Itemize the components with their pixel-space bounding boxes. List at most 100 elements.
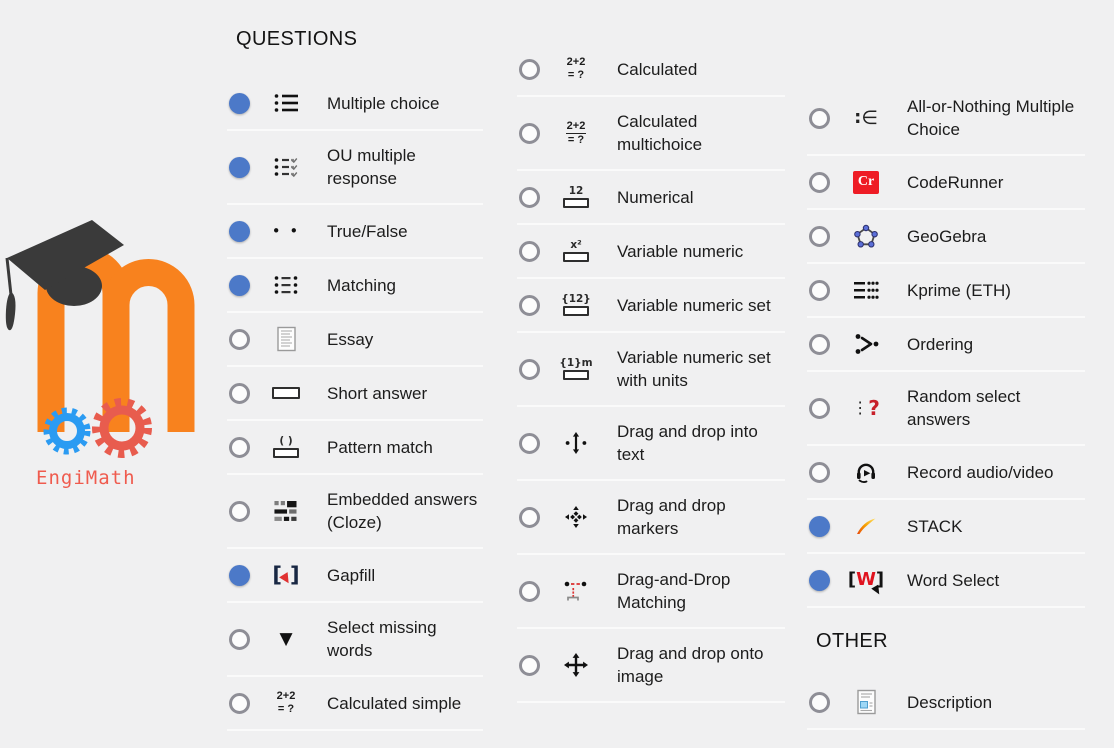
question-type-row-drag-and-drop-onto-image[interactable]: Drag and drop onto image — [517, 629, 785, 703]
question-type-row-record-audio-video[interactable]: Record audio/video — [807, 446, 1085, 500]
question-type-row-coderunner[interactable]: Cr CodeRunner — [807, 156, 1085, 210]
radio-pattern-match[interactable] — [229, 436, 250, 458]
radio-calculated-multichoice[interactable] — [519, 122, 540, 144]
radio-calculated[interactable] — [519, 58, 540, 80]
icon-cell — [257, 500, 315, 522]
radio-geogebra[interactable] — [809, 225, 830, 247]
question-type-row-variable-numeric[interactable]: x² Variable numeric — [517, 225, 785, 279]
question-type-row-kprime-eth[interactable]: Kprime (ETH) — [807, 264, 1085, 318]
radio-variable-numeric[interactable] — [519, 240, 540, 262]
icon-cell: ( ) — [257, 436, 315, 459]
moodle-m-logo — [5, 220, 195, 432]
question-type-row-ou-multiple-response[interactable]: OU multiple response — [227, 131, 483, 205]
word-select-icon: [W] — [848, 571, 884, 597]
question-type-label: True/False — [327, 221, 408, 241]
radio-select-missing-words[interactable] — [229, 628, 250, 650]
radio-all-or-nothing-multiple-choice[interactable] — [809, 107, 830, 129]
question-type-row-calculated-multichoice[interactable]: 2+2 = ? Calculated multichoice — [517, 97, 785, 171]
radio-short-answer[interactable] — [229, 382, 250, 404]
description-icon — [856, 689, 877, 715]
question-type-label: Numerical — [617, 187, 694, 207]
question-type-label: Drag and drop onto image — [617, 644, 764, 686]
question-type-row-multiple-choice[interactable]: Multiple choice — [227, 77, 483, 131]
icon-cell: {12} — [547, 294, 605, 317]
question-type-row-gapfill[interactable]: [] Gapfill — [227, 549, 483, 603]
radio-numerical[interactable] — [519, 186, 540, 208]
gapfill-icon: [] — [272, 562, 300, 587]
pattern-match-icon: ( ) — [273, 436, 299, 459]
icon-cell — [837, 689, 895, 715]
icon-cell — [257, 273, 315, 297]
question-type-label: OU multiple response — [327, 146, 416, 188]
radio-kprime-eth[interactable] — [809, 279, 830, 301]
question-type-label: Multiple choice — [327, 93, 440, 113]
question-type-row-drag-and-drop-matching[interactable]: Drag-and-Drop Matching — [517, 555, 785, 629]
question-type-row-true-false[interactable]: • • True/False — [227, 205, 483, 259]
icon-cell: x² — [547, 240, 605, 263]
radio-drag-and-drop-into-text[interactable] — [519, 432, 540, 454]
icon-cell — [837, 514, 895, 538]
icon-cell: : ∈ — [837, 108, 895, 128]
radio-coderunner[interactable] — [809, 171, 830, 193]
question-type-row-short-answer[interactable]: Short answer — [227, 367, 483, 421]
question-type-row-variable-numeric-set[interactable]: {12} Variable numeric set — [517, 279, 785, 333]
true-false-icon: • • — [271, 221, 301, 240]
radio-description[interactable] — [809, 691, 830, 713]
variable-numeric-set-icon: {12} — [561, 294, 591, 317]
question-type-row-calculated-simple[interactable]: 2+2 = ? Calculated simple — [227, 677, 483, 731]
radio-word-select[interactable] — [809, 569, 830, 591]
radio-true-false[interactable] — [229, 220, 250, 242]
question-type-label: GeoGebra — [907, 226, 987, 246]
engimath-logo: EngiMath — [30, 398, 190, 489]
radio-record-audio-video[interactable] — [809, 461, 830, 483]
radio-variable-numeric-set[interactable] — [519, 294, 540, 316]
other-type-list: Description — [807, 676, 1085, 730]
question-type-row-all-or-nothing-multiple-choice[interactable]: : ∈ All-or-Nothing Multiple Choice — [807, 82, 1085, 156]
radio-multiple-choice[interactable] — [229, 92, 250, 114]
question-type-label: Drag and drop markers — [617, 496, 726, 538]
question-type-label: Word Select — [907, 570, 1000, 590]
question-type-label: Variable numeric — [617, 241, 744, 261]
question-type-row-drag-and-drop-markers[interactable]: Drag and drop markers — [517, 481, 785, 555]
radio-calculated-simple[interactable] — [229, 692, 250, 714]
question-type-row-variable-numeric-set-with-units[interactable]: {1}m Variable numeric set with units — [517, 333, 785, 407]
question-type-row-word-select[interactable]: [W] Word Select — [807, 554, 1085, 608]
graduation-cap-icon — [5, 220, 124, 331]
icon-cell: ▼ — [257, 630, 315, 648]
random-select-answers-icon: ⋮? — [852, 396, 880, 420]
radio-gapfill[interactable] — [229, 564, 250, 586]
radio-ou-multiple-response[interactable] — [229, 156, 250, 178]
questions-column-1: QUESTIONS Multiple choice OU multiple res… — [227, 28, 483, 731]
question-type-label: Drag and drop into text — [617, 422, 758, 464]
radio-variable-numeric-set-with-units[interactable] — [519, 358, 540, 380]
question-type-label: Drag-and-Drop Matching — [617, 570, 731, 612]
question-type-row-ordering[interactable]: Ordering — [807, 318, 1085, 372]
icon-cell — [837, 332, 895, 356]
question-type-row-pattern-match[interactable]: ( ) Pattern match — [227, 421, 483, 475]
calculated-multichoice-icon: 2+2 = ? — [565, 119, 587, 146]
question-type-row-numerical[interactable]: 12 Numerical — [517, 171, 785, 225]
question-type-row-calculated[interactable]: 2+2 = ? Calculated — [517, 43, 785, 97]
radio-drag-and-drop-matching[interactable] — [519, 580, 540, 602]
question-type-label: STACK — [907, 516, 963, 536]
engimath-wordmark: EngiMath — [36, 467, 136, 489]
question-type-row-random-select-answers[interactable]: ⋮? Random select answers — [807, 372, 1085, 446]
question-type-row-essay[interactable]: Essay — [227, 313, 483, 367]
radio-embedded-answers-cloze[interactable] — [229, 500, 250, 522]
radio-drag-and-drop-onto-image[interactable] — [519, 654, 540, 676]
question-type-row-stack[interactable]: STACK — [807, 500, 1085, 554]
radio-matching[interactable] — [229, 274, 250, 296]
question-type-row-select-missing-words[interactable]: ▼ Select missing words — [227, 603, 483, 677]
question-type-row-matching[interactable]: Matching — [227, 259, 483, 313]
radio-drag-and-drop-markers[interactable] — [519, 506, 540, 528]
radio-stack[interactable] — [809, 515, 830, 537]
question-type-label: Essay — [327, 329, 374, 349]
radio-random-select-answers[interactable] — [809, 397, 830, 419]
radio-ordering[interactable] — [809, 333, 830, 355]
question-type-row-geogebra[interactable]: GeoGebra — [807, 210, 1085, 264]
radio-essay[interactable] — [229, 328, 250, 350]
question-type-row-drag-and-drop-into-text[interactable]: Drag and drop into text — [517, 407, 785, 481]
question-type-label: Calculated simple — [327, 693, 462, 713]
question-type-row-description[interactable]: Description — [807, 676, 1085, 730]
question-type-row-embedded-answers-cloze[interactable]: Embedded answers (Cloze) — [227, 475, 483, 549]
